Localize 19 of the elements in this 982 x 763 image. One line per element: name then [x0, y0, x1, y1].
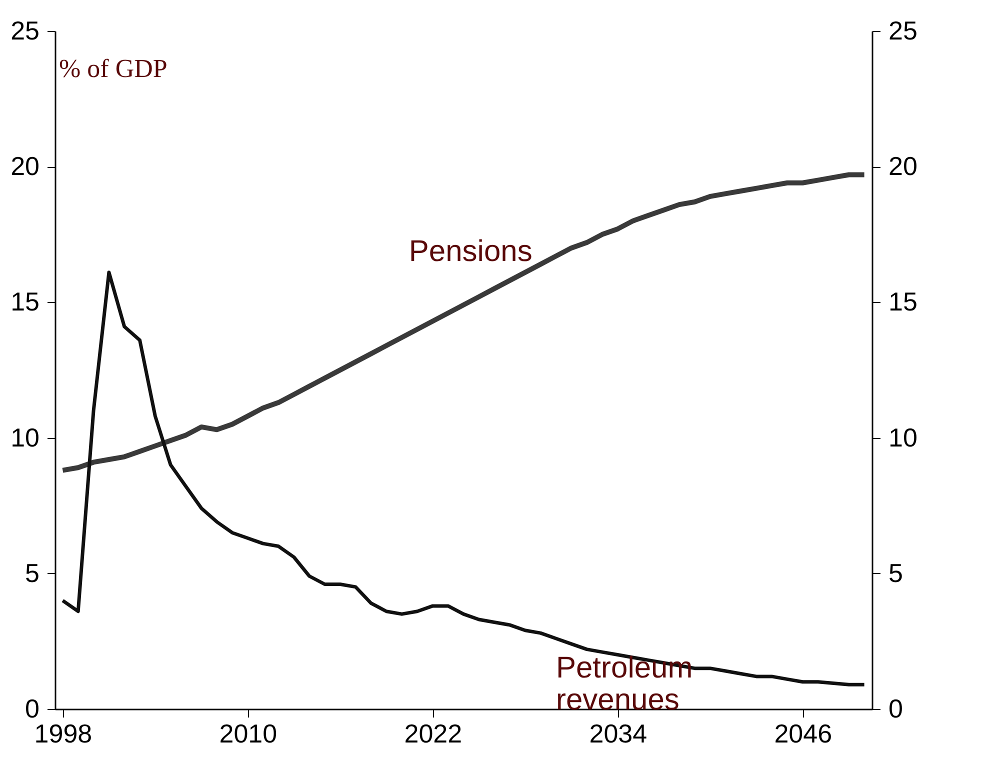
x-tick-label: 2034: [589, 718, 648, 748]
series-label: Pensions: [408, 234, 532, 268]
y-tick-label: 10: [10, 422, 40, 452]
y-tick-label: 20: [10, 151, 40, 182]
line-series: [60, 270, 866, 686]
y2-tick-label: 20: [888, 151, 918, 182]
x-tick-label: 2022: [404, 718, 462, 748]
x-tick-label: 2010: [219, 718, 278, 748]
y2-tick-label: 5: [888, 558, 903, 588]
y-tick-label: 25: [10, 16, 40, 46]
y2-tick-label: 0: [888, 694, 903, 724]
y2-tick-label: 10: [888, 422, 918, 452]
y2-tick-label: 25: [888, 16, 918, 46]
y2-tick-label: 15: [888, 286, 918, 317]
series-label: Petroleum revenues: [556, 651, 693, 716]
y-tick-label: 5: [25, 558, 40, 588]
y-tick-label: 15: [10, 286, 40, 317]
x-tick-label: 2046: [774, 718, 832, 748]
y-axis-title: % of GDP: [59, 54, 168, 83]
